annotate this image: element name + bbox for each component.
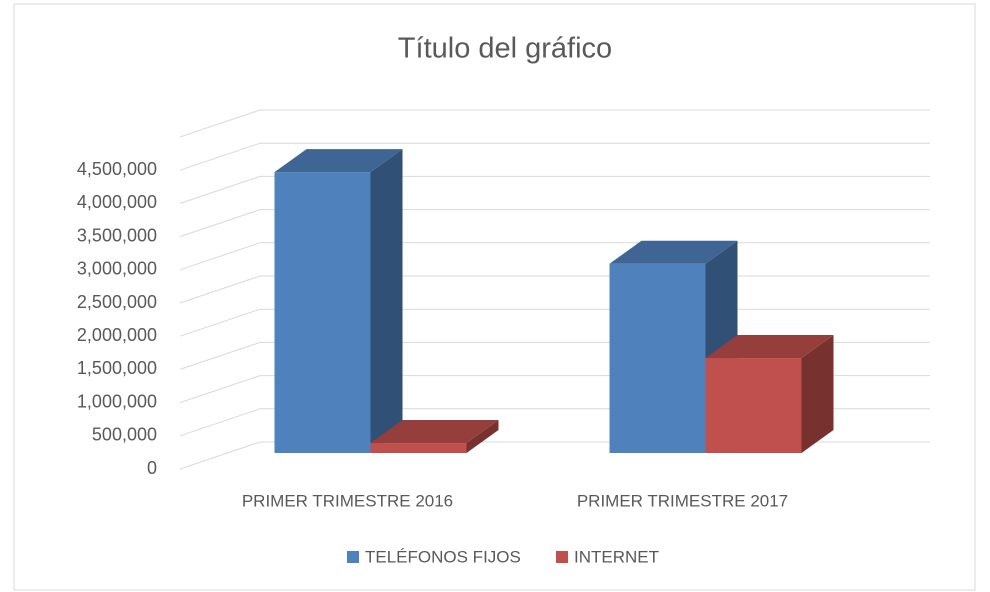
y-tick-label: 4,500,000 (77, 159, 157, 179)
grid-line (179, 275, 261, 304)
grid-line (179, 441, 261, 470)
y-tick-label: 3,500,000 (77, 225, 157, 245)
x-tick-label: PRIMER TRIMESTRE 2017 (577, 491, 788, 510)
grid-line (179, 109, 261, 138)
legend-swatch (347, 551, 359, 563)
grid-line (179, 308, 261, 337)
bar (274, 172, 371, 454)
bar (609, 263, 706, 453)
bar-top (705, 335, 834, 359)
grid-line (179, 175, 261, 204)
y-tick-label: 1,500,000 (77, 358, 157, 378)
bar-top (274, 149, 403, 173)
bar-top (609, 240, 738, 264)
bar-side (466, 420, 499, 453)
grid-line (179, 142, 261, 171)
grid-line (179, 242, 261, 271)
bar-top (370, 420, 499, 444)
y-tick-label: 3,000,000 (77, 259, 157, 279)
bar-side (801, 335, 834, 453)
bar (705, 358, 802, 453)
y-tick-label: 500,000 (92, 425, 157, 445)
y-tick-label: 2,500,000 (77, 292, 157, 312)
chart-title: Título del gráfico (398, 33, 612, 65)
y-tick-label: 4,000,000 (77, 192, 157, 212)
x-tick-label: PRIMER TRIMESTRE 2016 (242, 491, 453, 510)
grid-line (179, 341, 261, 370)
bar (370, 443, 467, 453)
grid-line (179, 408, 261, 437)
y-tick-label: 1,000,000 (77, 391, 157, 411)
y-tick-label: 0 (147, 458, 157, 478)
legend-swatch (556, 551, 568, 563)
chart-border (13, 3, 976, 591)
legend-label: INTERNET (574, 547, 659, 566)
grid-line (179, 375, 261, 404)
legend-label: TELÉFONOS FIJOS (365, 547, 521, 566)
bar-side (370, 149, 403, 454)
y-tick-label: 2,000,000 (77, 325, 157, 345)
grid-line (179, 209, 261, 238)
